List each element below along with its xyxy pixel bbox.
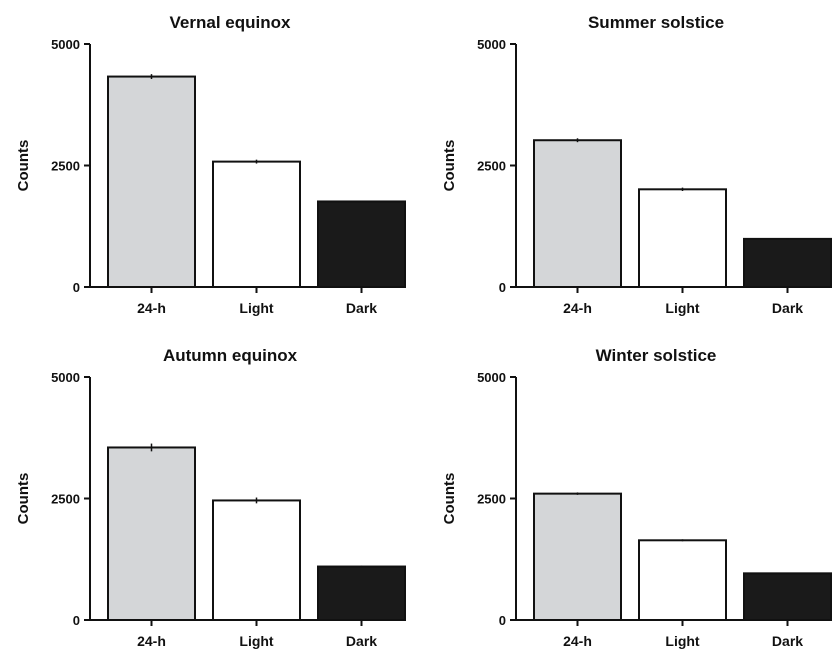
x-tick-label: 24-h — [563, 300, 592, 316]
y-axis-label: Counts — [441, 473, 458, 525]
chart-panel-2: Summer solstice Counts 0 2500 5000 24-h Light D… — [441, 13, 832, 316]
chart-panel-4: Winter solstice Counts 0 2500 5000 24-h Light D… — [441, 346, 832, 649]
bar-24-h — [533, 492, 622, 622]
bar-light — [212, 499, 301, 621]
chart-title: Autumn equinox — [163, 346, 298, 365]
chart-title: Vernal equinox — [170, 13, 291, 32]
bar-24-h — [107, 446, 196, 621]
y-tick-label: 0 — [73, 613, 80, 628]
y-tick-label: 2500 — [51, 492, 80, 507]
y-axis-label: Counts — [15, 140, 32, 192]
bar-light — [638, 188, 727, 288]
x-tick-label: Light — [239, 300, 274, 316]
x-tick-label: Light — [665, 633, 700, 649]
y-tick-label: 5000 — [51, 370, 80, 385]
x-tick-label: Dark — [772, 300, 803, 316]
y-tick-label: 5000 — [51, 37, 80, 52]
y-tick-label: 2500 — [477, 159, 506, 174]
y-axis-label: Counts — [441, 140, 458, 192]
x-tick-label: Dark — [772, 633, 803, 649]
y-tick-label: 5000 — [477, 370, 506, 385]
bar-dark — [317, 565, 406, 621]
bar-light — [212, 160, 301, 288]
bar-24-h — [533, 139, 622, 288]
bar-light — [638, 539, 727, 622]
x-tick-label: Light — [665, 300, 700, 316]
y-tick-label: 0 — [499, 613, 506, 628]
bar-24-h — [107, 75, 196, 288]
y-tick-label: 2500 — [477, 492, 506, 507]
chart-panel-3: Autumn equinox Counts 0 2500 5000 24-h Light Da… — [15, 346, 406, 649]
chart-panel-1: Vernal equinox Counts 0 2500 5000 24-h Light Da… — [15, 13, 406, 316]
y-tick-label: 0 — [499, 280, 506, 295]
bar-dark — [743, 572, 832, 621]
x-tick-label: Light — [239, 633, 274, 649]
x-tick-label: 24-h — [137, 633, 166, 649]
x-tick-label: 24-h — [137, 300, 166, 316]
y-tick-label: 0 — [73, 280, 80, 295]
bar-dark — [317, 200, 406, 289]
chart-title: Summer solstice — [588, 13, 724, 32]
x-tick-label: 24-h — [563, 633, 592, 649]
chart-title: Winter solstice — [596, 346, 717, 365]
x-tick-label: Dark — [346, 633, 377, 649]
y-tick-label: 2500 — [51, 159, 80, 174]
y-axis-label: Counts — [15, 473, 32, 525]
y-tick-label: 5000 — [477, 37, 506, 52]
x-tick-label: Dark — [346, 300, 377, 316]
bar-dark — [743, 237, 832, 288]
